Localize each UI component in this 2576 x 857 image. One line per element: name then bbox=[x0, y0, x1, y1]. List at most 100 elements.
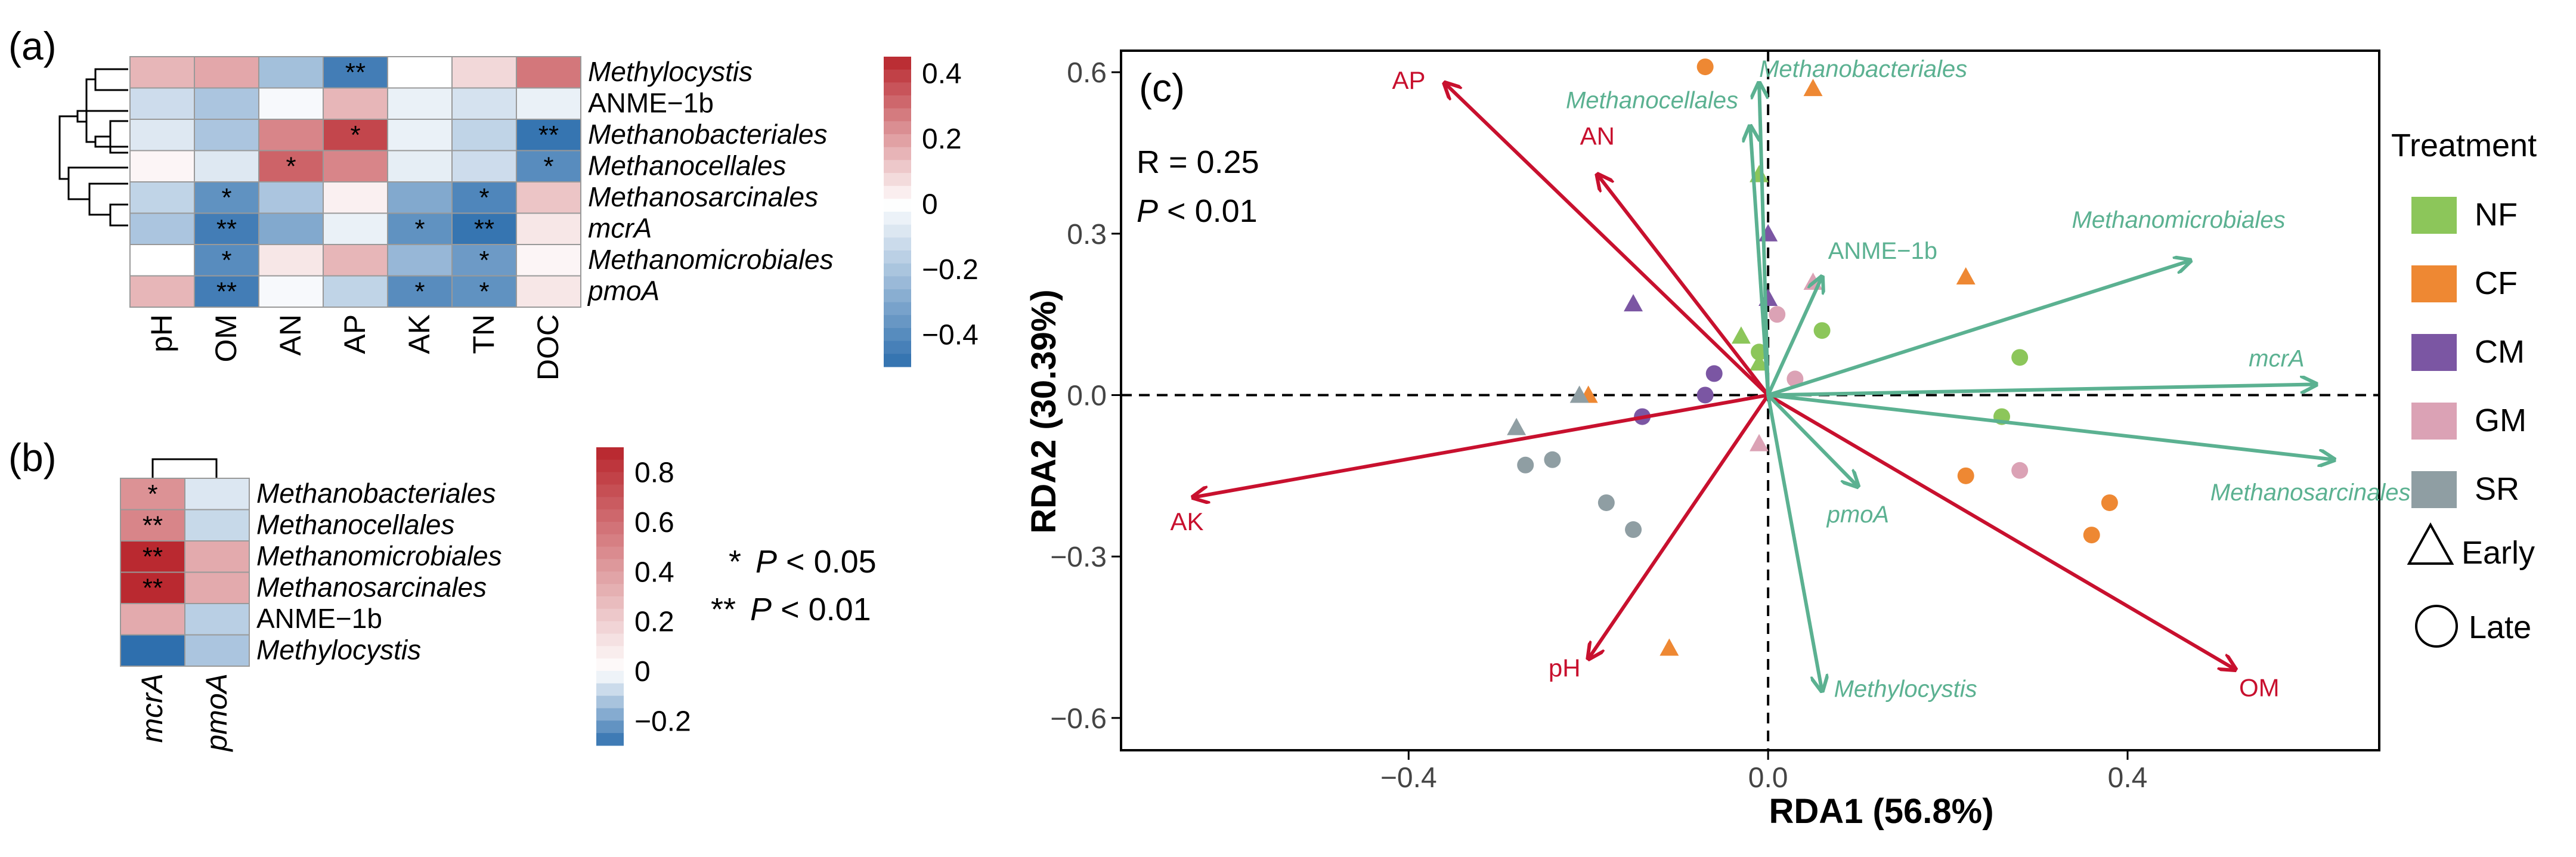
env-arrow-label: AP bbox=[1392, 66, 1426, 94]
significance-star: ** bbox=[474, 214, 494, 243]
row-label: Methanomicrobiales bbox=[256, 540, 502, 571]
colorbar-step bbox=[596, 658, 624, 672]
colorbar-tick-label: 0.4 bbox=[922, 58, 962, 89]
heat-cell bbox=[516, 212, 581, 245]
species-arrow-label: Methanosarcinales bbox=[2210, 479, 2411, 506]
sample-point-early bbox=[1956, 267, 1976, 284]
env-arrow bbox=[1767, 393, 2236, 669]
significance-star: * bbox=[350, 120, 360, 150]
colorbar-step bbox=[884, 289, 911, 303]
sample-point-early bbox=[1803, 79, 1823, 97]
colorbar-tick-label: 0.6 bbox=[634, 507, 674, 539]
colorbar-step bbox=[596, 497, 624, 510]
heat-cell bbox=[184, 571, 250, 604]
sample-point-late bbox=[1705, 365, 1723, 382]
heat-cell bbox=[194, 56, 259, 89]
heat-cell bbox=[129, 212, 195, 245]
heat-cell bbox=[323, 244, 388, 277]
colorbar-step bbox=[596, 546, 624, 559]
heat-cell bbox=[516, 244, 581, 277]
sample-point-late bbox=[1696, 58, 1714, 76]
heat-cell bbox=[184, 509, 250, 542]
colorbar-step bbox=[884, 82, 911, 96]
significance-star: * bbox=[221, 246, 231, 275]
colorbar-a: 0.4 0.2 0 −0.2 −0.4 bbox=[884, 57, 979, 367]
heat-cell bbox=[120, 571, 185, 604]
colorbar-step bbox=[596, 459, 624, 473]
colorbar-step bbox=[884, 224, 911, 238]
heat-cell bbox=[129, 56, 195, 89]
column-label: DOC bbox=[531, 314, 565, 380]
colorbar-step bbox=[884, 173, 911, 187]
sample-point-early bbox=[1750, 353, 1769, 371]
heat-cell bbox=[129, 150, 195, 182]
colorbar-tick-label: 0.8 bbox=[634, 457, 674, 489]
heat-cell bbox=[129, 181, 195, 214]
colorbar-step bbox=[596, 608, 624, 622]
y-tick-label: 0.6 bbox=[1067, 57, 1107, 89]
colorbar-step bbox=[596, 584, 624, 597]
heat-cell bbox=[387, 275, 453, 308]
colorbar-step bbox=[596, 733, 624, 746]
colorbar-step bbox=[596, 683, 624, 697]
sample-point-early bbox=[1750, 434, 1769, 451]
sample-point-late bbox=[1813, 322, 1831, 339]
heat-cell bbox=[258, 212, 324, 245]
heat-cell bbox=[184, 603, 250, 636]
heat-cell bbox=[194, 119, 259, 151]
env-arrow-label: AN bbox=[1580, 122, 1615, 150]
heat-cell bbox=[194, 150, 259, 182]
significance-star: ** bbox=[345, 58, 366, 87]
sample-point-late bbox=[1544, 451, 1561, 468]
legend-label: GM bbox=[2475, 403, 2527, 438]
heat-cell bbox=[387, 150, 453, 182]
legend-label: NF bbox=[2475, 197, 2518, 233]
colorbar-step bbox=[884, 302, 911, 315]
column-label: pmoA bbox=[200, 673, 233, 753]
significance-star: * bbox=[414, 277, 425, 306]
significance-star: ** bbox=[143, 573, 163, 602]
colorbar-step bbox=[596, 522, 624, 535]
legend-label: SR bbox=[2475, 471, 2519, 507]
colorbar-step bbox=[884, 160, 911, 174]
significance-star: * bbox=[414, 214, 425, 243]
env-arrow bbox=[1597, 175, 1770, 397]
colorbar-step bbox=[884, 121, 911, 135]
sample-point-early bbox=[1624, 294, 1643, 312]
column-label: AK bbox=[402, 314, 436, 354]
sample-point-early bbox=[1758, 224, 1778, 242]
heat-cell bbox=[258, 119, 324, 151]
legend-late-label: Late bbox=[2469, 610, 2531, 645]
row-label: Methanomicrobiales bbox=[588, 244, 834, 275]
species-arrow-label: Methanocellales bbox=[1566, 87, 1738, 113]
colorbar-step bbox=[596, 534, 624, 547]
heatmap-a: *** *** ** *** * *** *** * * MethylocystisANME−1… bbox=[58, 56, 834, 380]
heat-cell bbox=[451, 244, 517, 277]
y-tick-label: −0.3 bbox=[1050, 542, 1107, 573]
y-tick-label: 0.0 bbox=[1067, 380, 1107, 412]
heat-cell bbox=[194, 181, 259, 214]
y-tick-label: 0.3 bbox=[1067, 219, 1107, 250]
heat-cell bbox=[129, 275, 195, 308]
colorbar-step bbox=[884, 276, 911, 290]
significance-star: * bbox=[147, 479, 157, 509]
heat-cell bbox=[516, 181, 581, 214]
colorbar-tick-label: 0.2 bbox=[922, 123, 962, 155]
colorbar-step bbox=[596, 708, 624, 721]
heat-cell bbox=[516, 87, 581, 120]
sample-point-late bbox=[1769, 306, 1786, 323]
column-label: pH bbox=[145, 314, 178, 352]
legend-early-symbol bbox=[2407, 522, 2454, 565]
heat-cell bbox=[451, 150, 517, 182]
legend-swatch bbox=[2411, 265, 2457, 302]
heat-cell bbox=[451, 212, 517, 245]
heat-cell bbox=[120, 634, 185, 667]
heat-cell bbox=[323, 181, 388, 214]
heat-cell bbox=[451, 56, 517, 89]
colorbar-step bbox=[596, 509, 624, 522]
heat-cell bbox=[129, 244, 195, 277]
sample-point-late bbox=[2011, 349, 2029, 366]
sample-point-early bbox=[1731, 326, 1751, 344]
significance-star: ** bbox=[216, 277, 237, 306]
